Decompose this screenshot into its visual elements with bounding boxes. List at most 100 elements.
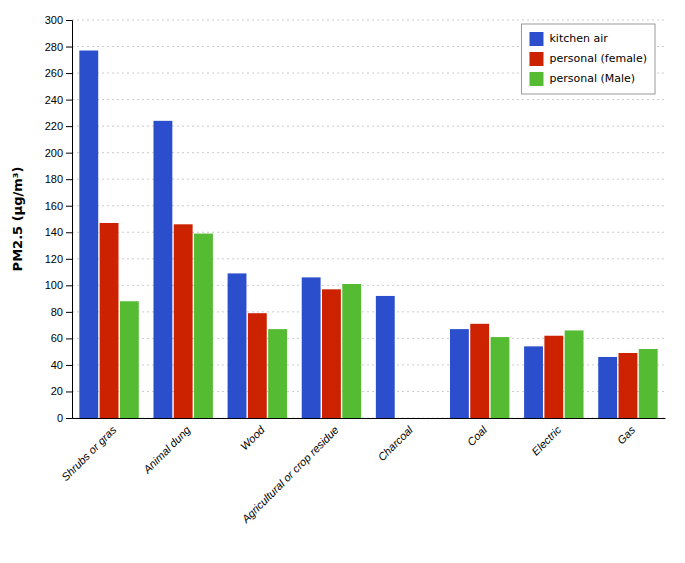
y-tick-mark — [66, 47, 72, 48]
y-tick: 180 — [45, 173, 72, 185]
legend-swatch — [529, 52, 543, 66]
x-tick-label: Coal — [465, 423, 490, 448]
y-tick-mark — [66, 232, 72, 233]
bar-series — [120, 234, 658, 418]
y-tick-label: 180 — [45, 173, 63, 185]
legend-item: personal (female) — [529, 52, 647, 66]
x-axis-line — [73, 418, 666, 419]
bar — [268, 329, 287, 418]
y-tick: 80 — [51, 306, 72, 318]
y-tick-label: 0 — [57, 412, 63, 424]
bar — [470, 324, 489, 418]
y-tick: 240 — [45, 94, 72, 106]
y-tick-mark — [66, 285, 72, 286]
bar-series — [100, 223, 638, 418]
bar — [524, 346, 543, 418]
bar — [100, 223, 119, 418]
bar — [639, 349, 658, 418]
bar — [302, 277, 321, 418]
legend: kitchen air personal (female) personal (Ma… — [521, 24, 655, 94]
y-tick: 260 — [45, 67, 72, 79]
y-tick: 120 — [45, 253, 72, 265]
legend-label: personal (female) — [549, 52, 647, 65]
y-tick-label: 100 — [45, 279, 63, 291]
bars — [79, 51, 657, 418]
y-tick-label: 80 — [51, 306, 63, 318]
bar — [79, 51, 98, 418]
bar — [376, 296, 395, 418]
legend-label: kitchen air — [549, 32, 608, 45]
x-tick-label: Shrubs or gras — [59, 423, 119, 483]
plot: 0204060801001201401601802002202402602803… — [45, 14, 666, 526]
y-tick-mark — [66, 365, 72, 366]
y-axis-line — [66, 21, 73, 419]
y-axis-title: PM2.5 (μg/m³) — [10, 167, 25, 272]
bar-series — [79, 51, 617, 418]
bar — [450, 329, 469, 418]
x-tick: Wood — [238, 418, 267, 452]
y-tick-mark — [66, 259, 72, 260]
y-tick-mark — [66, 391, 72, 392]
y-tick: 160 — [45, 200, 72, 212]
x-tick: Gas — [615, 418, 638, 446]
grid-line — [72, 20, 665, 21]
y-tick: 300 — [45, 14, 72, 26]
y-tick-mark — [66, 153, 72, 154]
bar — [194, 234, 213, 418]
x-tick: Agricultural or crop residue — [239, 418, 341, 526]
y-tick-label: 300 — [45, 14, 63, 26]
x-tick-label: Charcoal — [375, 423, 415, 463]
bar — [153, 121, 172, 418]
y-tick-label: 220 — [45, 120, 63, 132]
y-tick-label: 160 — [45, 200, 63, 212]
y-tick-mark — [66, 206, 72, 207]
legend-label: personal (Male) — [549, 72, 635, 85]
y-tick-label: 260 — [45, 67, 63, 79]
x-tick: Shrubs or gras — [59, 418, 119, 483]
bar — [598, 357, 617, 418]
bar — [322, 289, 341, 418]
background — [0, 0, 685, 563]
y-tick-mark — [66, 418, 72, 419]
y-tick-label: 140 — [45, 226, 63, 238]
legend-swatch — [529, 32, 543, 46]
bar — [120, 301, 139, 418]
legend-item: kitchen air — [529, 32, 608, 46]
bar — [619, 353, 638, 418]
bar — [248, 313, 267, 418]
y-tick: 100 — [45, 279, 72, 291]
y-tick-label: 240 — [45, 94, 63, 106]
x-tick-label: Gas — [615, 423, 638, 446]
grid-line — [72, 99, 665, 100]
bar — [174, 224, 193, 418]
y-tick-label: 200 — [45, 147, 63, 159]
y-tick-mark — [66, 338, 72, 339]
y-tick-mark — [66, 73, 72, 74]
y-tick-label: 120 — [45, 253, 63, 265]
y-tick: 280 — [45, 41, 72, 53]
x-tick: Electric — [529, 418, 563, 458]
y-tick-mark — [66, 100, 72, 101]
bar — [565, 330, 584, 418]
legend-swatch — [529, 72, 543, 86]
legend-frame — [521, 24, 655, 94]
chart: 0204060801001201401601802002202402602803… — [0, 0, 685, 563]
y-tick: 200 — [45, 147, 72, 159]
y-tick-mark — [66, 312, 72, 313]
x-tick: Coal — [465, 418, 490, 448]
bar — [228, 273, 247, 418]
y-tick-label: 20 — [51, 385, 63, 397]
x-tick: Charcoal — [375, 418, 415, 463]
x-tick-label: Agricultural or crop residue — [239, 424, 341, 526]
y-tick: 0 — [57, 412, 72, 424]
y-tick-label: 280 — [45, 41, 63, 53]
y-tick: 20 — [51, 385, 72, 397]
x-tick-label: Electric — [529, 423, 563, 457]
x-tick: Animal dung — [140, 418, 193, 476]
x-tick-label: Animal dung — [140, 423, 193, 476]
y-tick-mark — [66, 179, 72, 180]
y-tick: 40 — [51, 359, 72, 371]
y-tick-label: 40 — [51, 359, 63, 371]
bar — [342, 284, 361, 418]
y-tick-mark — [66, 20, 72, 21]
